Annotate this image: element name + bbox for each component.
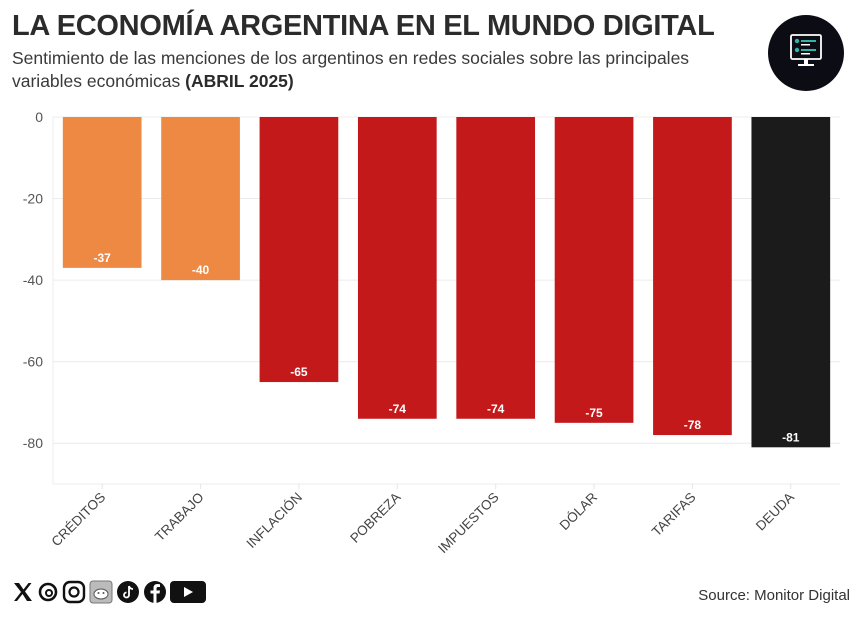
social-icons (12, 580, 206, 604)
bar[interactable] (751, 117, 831, 448)
x-tick-label: IMPUESTOS (435, 490, 502, 557)
x-icon[interactable] (12, 581, 34, 603)
y-tick-label: 0 (35, 109, 43, 125)
x-tick-label: DEUDA (753, 490, 797, 534)
x-axis: CRÉDITOS TRABAJO INFLACIÓN POBREZA IMPUESTOS… (49, 484, 797, 556)
monitor-digital-logo (768, 15, 844, 91)
bar-value-label: -37 (94, 251, 112, 265)
bar-value-label: -75 (585, 406, 603, 420)
instagram-icon[interactable] (62, 580, 86, 604)
x-tick-label: INFLACIÓN (244, 490, 306, 552)
source-note: Source: Monitor Digital (698, 587, 850, 604)
bar[interactable] (62, 117, 142, 268)
bar-value-label: -65 (290, 365, 308, 379)
bar-value-label: -78 (684, 418, 702, 432)
x-tick-label: POBREZA (347, 490, 403, 546)
reddit-icon[interactable] (89, 580, 113, 604)
x-tick-label: TARIFAS (649, 490, 699, 540)
x-tick-label: DÓLAR (557, 489, 601, 533)
youtube-icon[interactable] (170, 580, 206, 604)
y-tick-label: -20 (23, 191, 43, 207)
monitor-dashboard-icon (790, 34, 822, 66)
x-tick-label: CRÉDITOS (49, 490, 109, 550)
bar[interactable] (653, 117, 732, 436)
chart-subtitle: Sentimiento de las menciones de los arge… (12, 47, 712, 93)
threads-icon[interactable] (37, 581, 59, 603)
bar[interactable] (456, 117, 536, 419)
y-tick-label: -40 (23, 272, 43, 288)
chart-title: LA ECONOMÍA ARGENTINA EN EL MUNDO DIGITA… (12, 10, 715, 42)
y-axis: 0 -20 -40 -60 -80 (23, 109, 43, 451)
facebook-icon[interactable] (143, 580, 167, 604)
bar[interactable] (554, 117, 634, 423)
subtitle-date: (ABRIL 2025) (185, 71, 294, 91)
bar[interactable] (259, 117, 339, 383)
subtitle-text: Sentimiento de las menciones de los arge… (12, 48, 690, 91)
bars: -37 -40 -65 -74 -74 -75 -78 -81 (62, 117, 831, 448)
bar-value-label: -74 (389, 402, 407, 416)
bar[interactable] (357, 117, 437, 419)
y-tick-label: -80 (23, 435, 43, 451)
bar[interactable] (161, 117, 240, 281)
tiktok-icon[interactable] (116, 580, 140, 604)
x-tick-label: TRABAJO (152, 490, 207, 545)
bar-value-label: -40 (192, 263, 210, 277)
bar-value-label: -74 (487, 402, 505, 416)
bar-chart: 0 -20 -40 -60 -80 -37 -40 -65 -74 -74 -75 -78 -81 C… (23, 109, 840, 556)
bar-value-label: -81 (782, 430, 800, 444)
y-tick-label: -60 (23, 354, 43, 370)
